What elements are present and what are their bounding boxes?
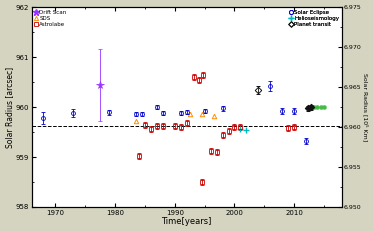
Legend: Solar Eclipse, Helioseismology, Planet transit: Solar Eclipse, Helioseismology, Planet t… [288,9,340,28]
Y-axis label: Solar Radius [10⁵ Km]: Solar Radius [10⁵ Km] [363,73,368,141]
X-axis label: Time[years]: Time[years] [162,217,212,226]
Y-axis label: Solar Radius [arcsec]: Solar Radius [arcsec] [5,67,14,148]
